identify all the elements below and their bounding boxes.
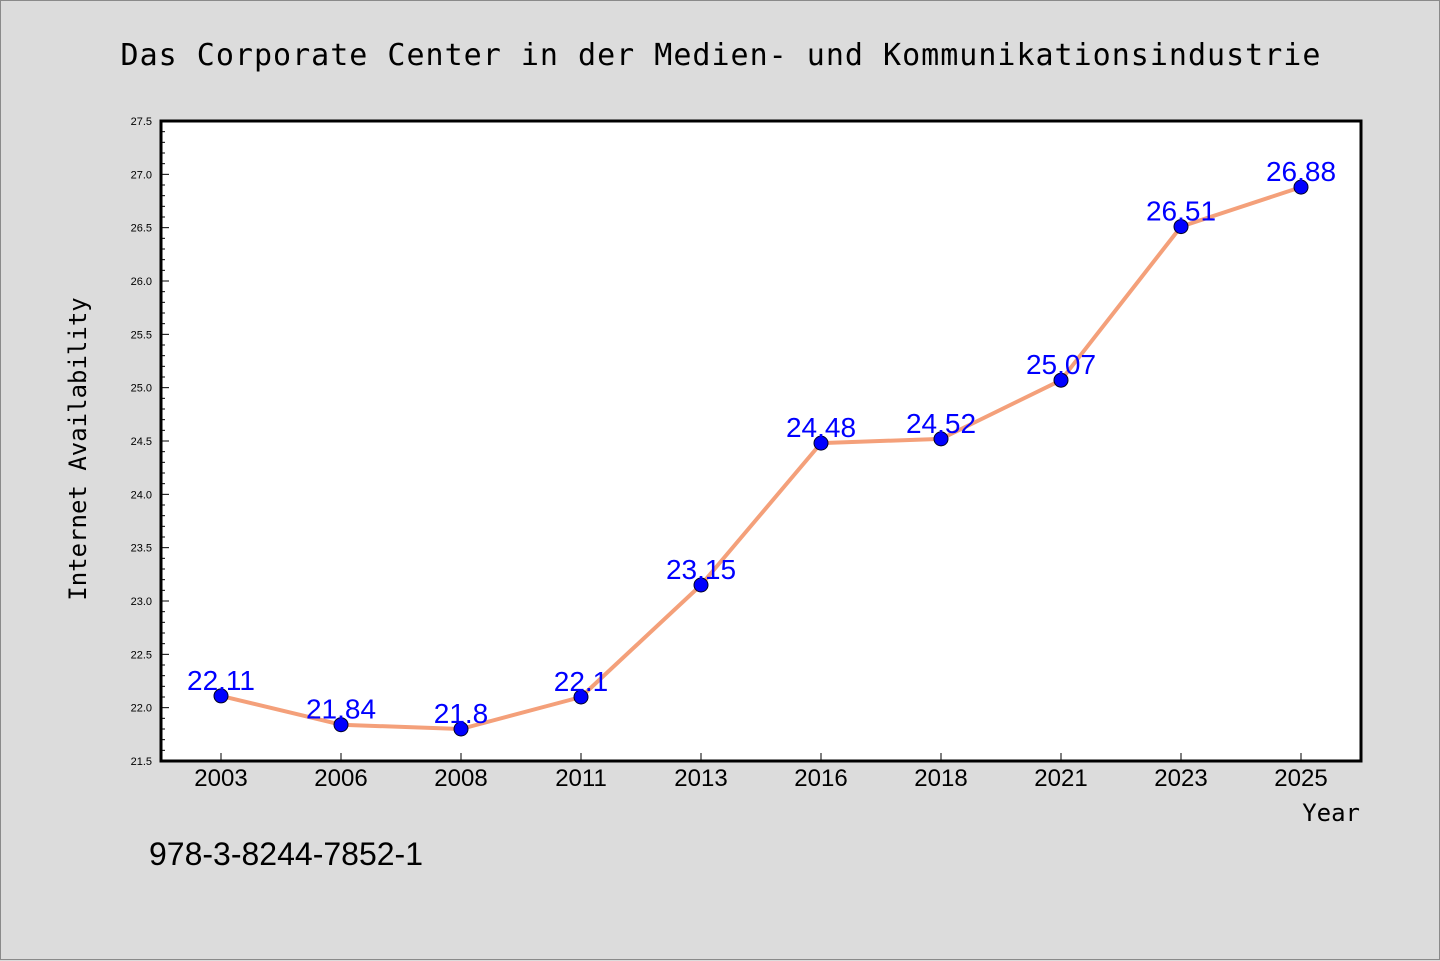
data-label: 21.84 <box>306 694 376 725</box>
x-tick-label: 2025 <box>1274 765 1327 792</box>
y-tick-label: 23.5 <box>131 543 152 555</box>
data-point-marker <box>813 435 829 451</box>
data-labels-group: 22.11 21.84 21.8 22.1 23.15 24.48 24.52 25.07 26… <box>187 156 1336 729</box>
y-axis-title: Internet Availability <box>64 297 92 600</box>
data-label: 26.88 <box>1266 156 1336 187</box>
data-point-marker <box>1293 179 1309 195</box>
data-point-marker <box>693 577 709 593</box>
data-point-marker <box>1053 372 1069 388</box>
data-point-marker <box>933 431 949 447</box>
y-tick-label: 24.0 <box>131 489 152 501</box>
data-label: 21.8 <box>434 698 489 729</box>
data-point-marker <box>573 689 589 705</box>
y-tick-label: 27.5 <box>131 116 152 128</box>
series-line-group <box>219 185 1303 731</box>
data-point-marker <box>213 688 229 704</box>
y-axis: 21.5 22.0 22.5 23.0 23.5 24.0 24.5 25.0 25.5 26.0… <box>131 116 169 768</box>
y-tick-label: 27.0 <box>131 169 152 181</box>
y-tick-label: 26.0 <box>131 276 152 288</box>
data-point-marker <box>453 721 469 737</box>
data-label: 22.11 <box>187 665 255 696</box>
data-label: 22.1 <box>554 666 609 697</box>
data-point-marker <box>333 717 349 733</box>
y-tick-label: 26.5 <box>131 223 152 235</box>
y-tick-label: 25.5 <box>131 329 152 341</box>
y-tick-label: 23.0 <box>131 596 152 608</box>
y-tick-label: 24.5 <box>131 436 152 448</box>
x-tick-label: 2008 <box>434 765 487 792</box>
data-point-marker <box>1173 219 1189 235</box>
x-tick-label: 2021 <box>1034 765 1087 792</box>
x-tick-label: 2011 <box>555 765 607 792</box>
y-tick-label: 21.5 <box>131 756 152 768</box>
y-tick-label: 22.0 <box>131 703 152 715</box>
x-tick-label: 2016 <box>794 765 847 792</box>
y-tick-label: 22.5 <box>131 649 152 661</box>
chart-title: Das Corporate Center in der Medien- und … <box>121 38 1322 73</box>
x-tick-label: 2013 <box>674 765 727 792</box>
x-axis-title: Year <box>1302 799 1360 827</box>
markers-group <box>213 179 1309 737</box>
data-label: 25.07 <box>1026 349 1096 380</box>
plot-area <box>159 119 1363 763</box>
data-label: 24.48 <box>786 412 856 443</box>
x-tick-label: 2006 <box>314 765 367 792</box>
data-label: 24.52 <box>906 408 976 439</box>
x-tick-label: 2003 <box>194 765 247 792</box>
data-label: 23.15 <box>666 554 736 585</box>
x-tick-label: 2018 <box>914 765 967 792</box>
series-line <box>219 185 1303 731</box>
x-axis: 2003 2006 2008 2011 2013 2016 2018 2021 2023 2025 <box>194 753 1328 792</box>
x-tick-label: 2023 <box>1154 765 1207 792</box>
y-tick-label: 25.0 <box>131 383 152 395</box>
data-label: 26.51 <box>1146 196 1216 227</box>
isbn-footer: 978-3-8244-7852-1 <box>149 836 423 872</box>
